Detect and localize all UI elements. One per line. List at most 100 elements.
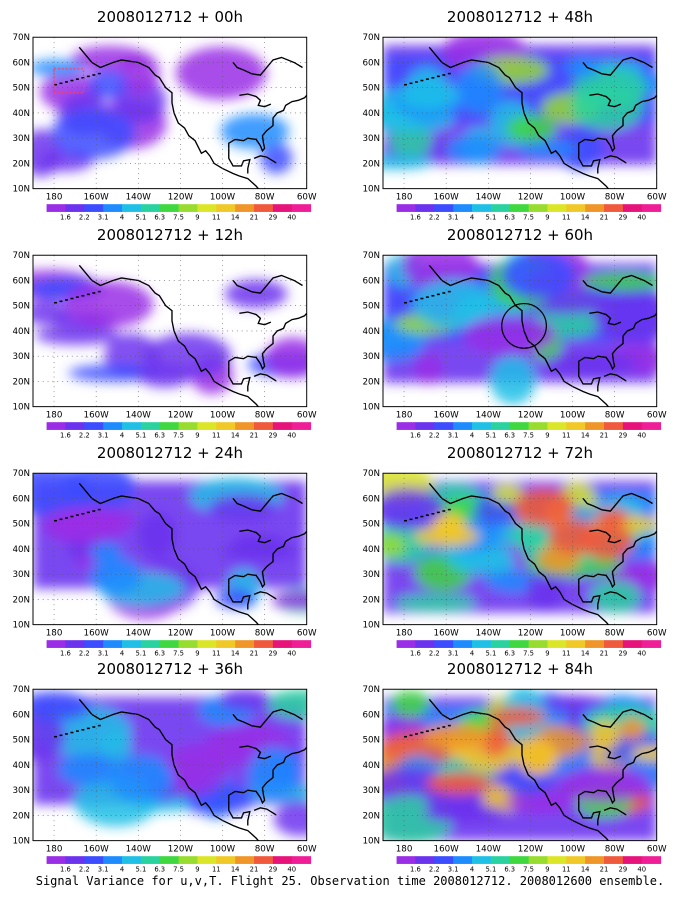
lat-label: 20N: [362, 811, 380, 821]
lon-label: 100W: [560, 628, 586, 638]
colorbar-swatch: [434, 640, 454, 648]
colorbar-label: 7.5: [173, 214, 184, 222]
lon-label: 60W: [647, 628, 667, 638]
colorbar-swatch: [140, 204, 161, 212]
coastline: [582, 56, 653, 76]
lon-label: 80W: [605, 192, 625, 202]
map-panel: 2008012712 + 60h 70N 60N 50N 40N 30N 20N 10N 180…: [350, 226, 680, 441]
colorbar-label: 1.6: [410, 214, 421, 222]
coastline: [228, 530, 307, 589]
lon-label: 80W: [605, 410, 625, 420]
colorbar-label: 29: [269, 432, 278, 440]
colorbar-swatch: [178, 422, 198, 430]
colorbar-swatch: [622, 422, 643, 430]
coastline: [253, 591, 277, 600]
lat-label: 50N: [362, 736, 380, 746]
colorbar-swatch: [122, 422, 142, 430]
colorbar-swatch: [453, 640, 473, 648]
lat-label: 40N: [362, 761, 380, 771]
colorbar-swatch: [159, 422, 180, 430]
colorbar-swatch: [415, 204, 435, 212]
colorbar-label: 21: [600, 214, 609, 222]
lat-label: 70N: [12, 469, 30, 479]
lon-label: 100W: [560, 410, 586, 420]
variance-field: [383, 255, 657, 405]
lat-label: 70N: [12, 33, 30, 43]
colorbar-swatch: [622, 640, 643, 648]
coastline: [578, 530, 657, 589]
lon-label: 120W: [168, 844, 194, 854]
target-circle: [501, 302, 547, 349]
colorbar-label: 40: [287, 214, 296, 222]
colorbar-label: 2.2: [79, 214, 90, 222]
lon-label: 60W: [647, 410, 667, 420]
coastline: [253, 155, 277, 164]
colorbar-label: 2.2: [79, 866, 90, 874]
colorbar-swatch: [472, 422, 492, 430]
lat-label: 70N: [362, 251, 380, 261]
lat-label: 70N: [12, 685, 30, 695]
colorbar-swatch: [216, 640, 236, 648]
colorbar-label: 1.6: [410, 650, 421, 658]
colorbar-label: 4: [470, 214, 474, 222]
panel-title: 2008012712 + 12h: [96, 226, 244, 244]
colorbar-swatch: [140, 422, 161, 430]
lon-label: 180: [46, 628, 63, 638]
lat-label: 70N: [362, 685, 380, 695]
lat-label: 10N: [12, 185, 30, 195]
lon-label: 80W: [255, 628, 275, 638]
colorbar-swatch: [604, 640, 624, 648]
lon-label: 80W: [605, 628, 625, 638]
colorbar-swatch: [235, 204, 255, 212]
lon-label: 180: [46, 844, 63, 854]
colorbar-swatch: [641, 204, 662, 212]
colorbar-label: 1.6: [60, 432, 71, 440]
colorbar-label: 6.3: [504, 650, 515, 658]
coastline: [253, 373, 277, 382]
colorbar-label: 40: [287, 432, 296, 440]
colorbar-label: 9: [195, 214, 199, 222]
colorbar-label: 14: [581, 866, 590, 874]
coastline: [232, 56, 303, 76]
map-panel: 2008012712 + 48h 70N 60N 50N 40N 30N 20N 10N 180…: [350, 8, 680, 223]
lon-label: 180: [46, 192, 63, 202]
lat-label: 60N: [12, 276, 30, 286]
lon-label: 180: [396, 628, 413, 638]
colorbar-label: 6.3: [154, 866, 165, 874]
colorbar-swatch: [585, 856, 605, 864]
coastline: [228, 746, 307, 805]
lat-label: 50N: [362, 84, 380, 94]
colorbar-swatch: [291, 204, 312, 212]
lat-label: 10N: [12, 403, 30, 413]
coastline: [603, 807, 627, 816]
colorbar-label: 7.5: [173, 650, 184, 658]
coastline: [428, 482, 610, 625]
colorbar-swatch: [528, 640, 548, 648]
colorbar-label: 14: [231, 866, 240, 874]
lat-label: 30N: [12, 134, 30, 144]
coastline: [232, 274, 303, 294]
lon-label: 80W: [255, 192, 275, 202]
colorbar-swatch: [528, 422, 548, 430]
colorbar-swatch: [159, 856, 180, 864]
colorbar-swatch: [140, 856, 161, 864]
coastline: [603, 373, 627, 382]
colorbar-swatch: [509, 856, 530, 864]
lat-label: 40N: [362, 109, 380, 119]
colorbar-swatch: [122, 856, 142, 864]
colorbar-label: 14: [581, 214, 590, 222]
variance-map: 70N 60N 50N 40N 30N 20N 10N 180 160W 140W 120W 100W…: [362, 685, 666, 874]
lat-label: 40N: [12, 109, 30, 119]
colorbar-label: 11: [562, 432, 571, 440]
colorbar-label: 11: [562, 214, 571, 222]
lat-label: 60N: [12, 710, 30, 720]
lon-label: 100W: [210, 410, 236, 420]
lon-label: 120W: [518, 410, 544, 420]
lat-label: 10N: [362, 621, 380, 631]
variance-map: 70N 60N 50N 40N 30N 20N 10N 180 160W 140W 120W 100W…: [12, 33, 316, 222]
colorbar-label: 3.1: [448, 866, 459, 874]
colorbar-label: 5.1: [485, 866, 496, 874]
lon-label: 160W: [434, 192, 460, 202]
lat-label: 20N: [12, 595, 30, 605]
colorbar-swatch: [197, 204, 217, 212]
